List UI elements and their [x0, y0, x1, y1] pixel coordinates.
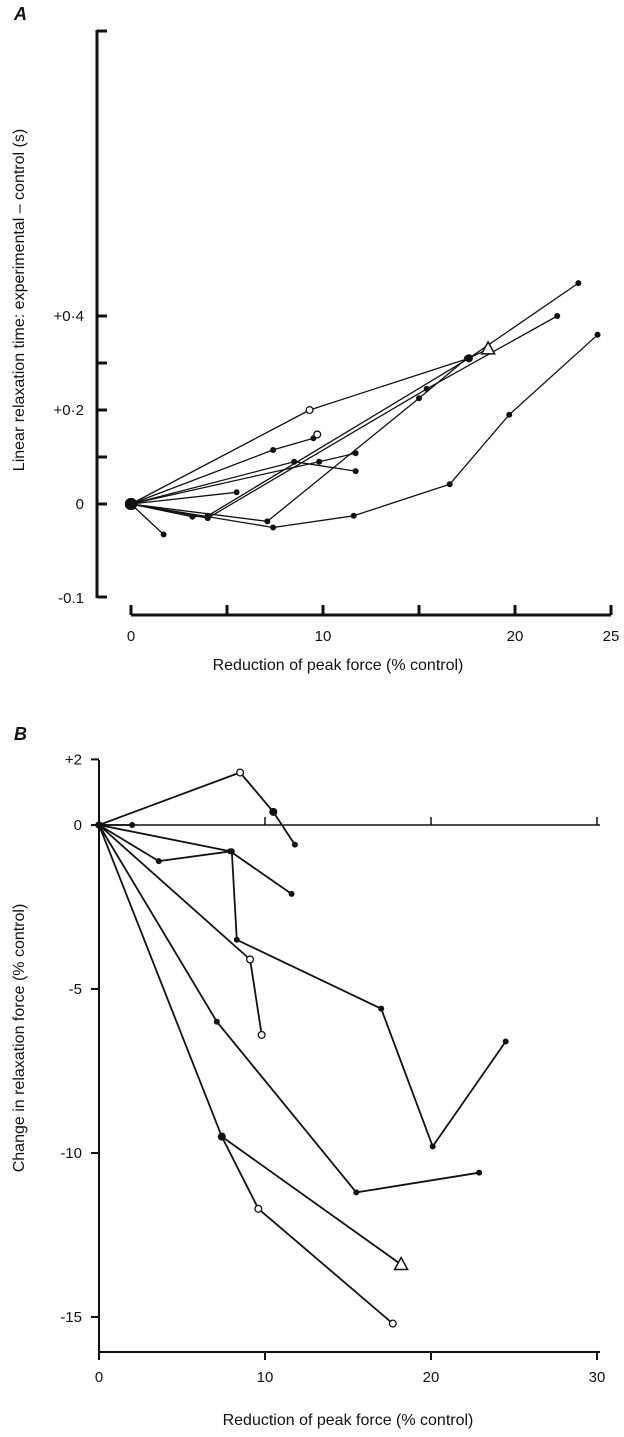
a-filled-point — [352, 450, 359, 457]
panel-b-chart: B +2 0 -5 -10 -15 0 10 20 30 Reduction of peak f… — [11, 724, 605, 1429]
b-filled-point — [476, 1169, 483, 1176]
b-series-line-6 — [249, 959, 263, 1036]
a-filled-point — [464, 355, 470, 362]
b-series-line-7 — [98, 824, 480, 1194]
a-x-tick-label: 10 — [315, 628, 332, 645]
a-series-line-10 — [130, 357, 468, 523]
panel-a-letter: A — [13, 4, 27, 24]
b-filled-point — [353, 1189, 360, 1196]
b-x-tick-label: 30 — [589, 1369, 606, 1386]
panel-a-y-axis-label: Linear relaxation time: experimental – c… — [11, 129, 28, 471]
b-filled-point — [378, 1005, 385, 1012]
panel-a-markers — [125, 280, 601, 538]
b-triangle-marker — [393, 1255, 409, 1271]
panel-b-letter: B — [14, 724, 27, 744]
b-series-line-5 — [98, 824, 251, 961]
a-x-tick-label: 20 — [507, 628, 524, 645]
b-filled-point — [129, 822, 136, 828]
a-filled-point — [270, 524, 277, 531]
a-filled-point — [189, 513, 196, 520]
panel-a-axes: +0·4 +0·2 0 -0.1 0 10 20 25 — [54, 29, 620, 645]
a-filled-point — [350, 512, 357, 519]
b-filled-point — [213, 1018, 220, 1025]
b-filled-point — [218, 1133, 225, 1140]
a-x-tick-label: 0 — [127, 628, 135, 645]
b-series-line-4 — [98, 824, 293, 895]
a-filled-point — [160, 531, 167, 538]
b-open-point — [257, 1030, 266, 1039]
a-open-point — [313, 430, 322, 439]
panel-b-markers — [95, 768, 509, 1328]
a-filled-point — [264, 518, 271, 525]
b-y-tick-label: 0 — [74, 817, 82, 834]
b-y-tick-label: -15 — [60, 1309, 82, 1326]
a-open-point — [305, 405, 314, 415]
b-filled-point — [288, 890, 295, 897]
b-filled-point — [429, 1143, 436, 1150]
a-y-tick-label: +0·2 — [54, 402, 84, 419]
b-x-tick-label: 0 — [95, 1369, 103, 1386]
a-y-tick-label: 0 — [76, 496, 84, 513]
b-origin-point — [95, 821, 103, 829]
a-y-tick-label: -0.1 — [58, 590, 84, 607]
b-filled-point — [227, 848, 234, 855]
b-series-line-3 — [98, 824, 507, 1148]
b-x-tick-label: 20 — [423, 1369, 440, 1386]
a-filled-point — [352, 468, 359, 475]
a-filled-point — [233, 489, 240, 496]
a-y-tick-label: +0·4 — [54, 308, 84, 325]
b-y-tick-label: -10 — [60, 1145, 82, 1162]
a-filled-point — [446, 481, 453, 488]
a-series-line-11 — [130, 334, 599, 529]
b-y-tick-label: +2 — [65, 751, 82, 768]
panel-b-y-axis-label: Change in relaxation force (% control) — [11, 904, 28, 1173]
a-filled-point — [506, 411, 513, 418]
b-series-line-9 — [221, 1135, 402, 1266]
a-filled-point — [423, 385, 430, 392]
a-filled-point — [594, 331, 601, 338]
b-filled-point — [233, 936, 240, 943]
a-series-line-8 — [130, 282, 579, 518]
panel-a-x-axis-label: Reduction of peak force (% control) — [213, 657, 464, 674]
b-series-line-0 — [98, 771, 274, 826]
a-filled-point — [316, 458, 323, 465]
b-open-point — [236, 768, 245, 777]
a-filled-point — [575, 280, 582, 287]
panel-b-x-axis-label: Reduction of peak force (% control) — [223, 1412, 474, 1429]
b-x-tick-label: 10 — [257, 1369, 274, 1386]
a-filled-point — [554, 313, 561, 319]
b-y-tick-label: -5 — [69, 981, 82, 998]
a-origin-point — [125, 498, 137, 510]
panel-b-series-lines — [98, 771, 507, 1325]
a-series-line-6 — [130, 491, 237, 505]
b-series-line-8 — [98, 824, 394, 1325]
a-filled-point — [204, 515, 211, 522]
a-filled-point — [270, 446, 277, 453]
b-filled-point — [291, 841, 298, 848]
a-filled-point — [291, 458, 298, 465]
b-open-point — [246, 955, 255, 964]
a-filled-point — [416, 395, 422, 402]
a-series-line-7 — [130, 503, 165, 535]
a-triangle-marker — [480, 340, 496, 355]
a-x-tick-label: 25 — [603, 628, 620, 645]
a-series-line-0 — [130, 348, 489, 505]
panel-b-axes: +2 0 -5 -10 -15 0 10 20 30 — [60, 751, 605, 1386]
panel-a-series-lines — [130, 282, 599, 535]
b-filled-point — [155, 858, 162, 865]
b-series-line-1 — [272, 811, 296, 846]
b-open-point — [254, 1204, 263, 1213]
b-filled-point — [502, 1038, 509, 1045]
b-open-point — [388, 1319, 397, 1328]
b-filled-point — [270, 808, 277, 815]
panel-a-chart: A +0·4 +0·2 0 -0.1 0 10 20 25 Reduction of peak… — [11, 4, 619, 674]
